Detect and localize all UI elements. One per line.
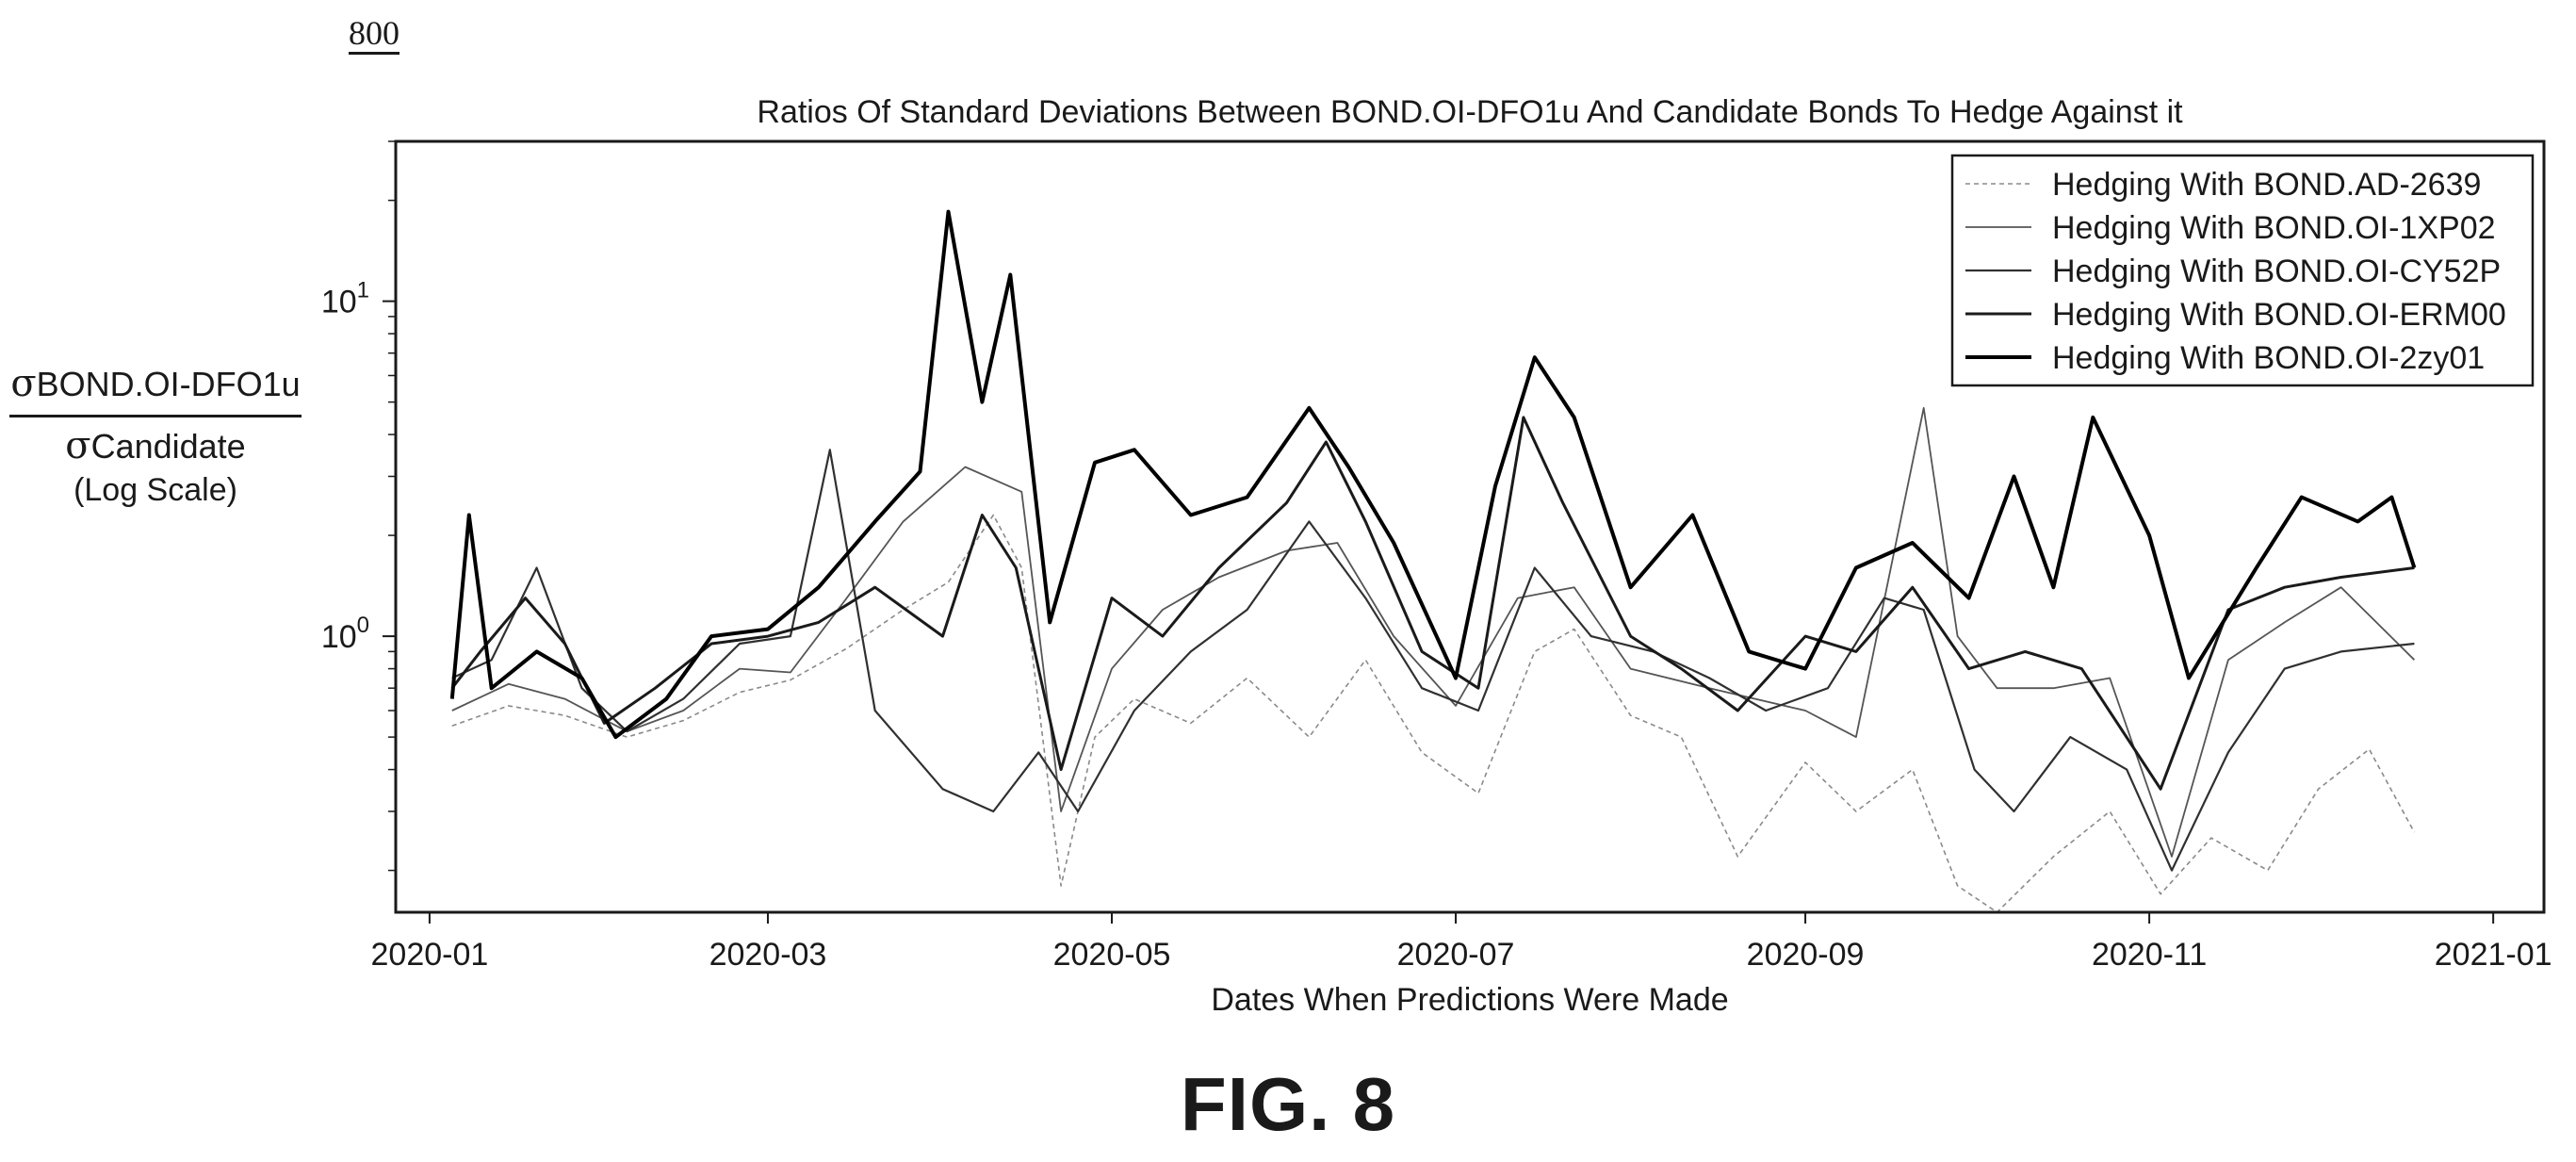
x-tick-label: 2021-01	[2435, 937, 2552, 973]
series-line-5	[449, 209, 2417, 740]
y-label-scale-note: (Log Scale)	[73, 472, 237, 508]
y-label-fraction-bar	[9, 415, 302, 417]
y-tick-label: 101	[321, 278, 369, 320]
legend-entry-label: Hedging With BOND.OI-1XP02	[2052, 210, 2496, 246]
figure-caption: FIG. 8	[1180, 1062, 1396, 1146]
legend-entry-label: Hedging With BOND.OI-CY52P	[2052, 254, 2501, 289]
legend-box	[1950, 154, 2535, 387]
x-tick-label: 2020-01	[371, 937, 489, 973]
legend-entry-label: Hedging With BOND.AD-2639	[2052, 167, 2481, 203]
y-tick-label: 100	[321, 613, 369, 655]
y-axis: 100 101	[321, 140, 396, 872]
x-tick-label: 2020-09	[1747, 937, 1865, 973]
legend-entry-label: Hedging With BOND.OI-ERM00	[2052, 297, 2506, 333]
x-axis: 2020-01 2020-03 2020-05 2020-07 2020-09 2020-…	[371, 912, 2552, 973]
y-label-denominator: σCandidate	[65, 424, 246, 467]
series-line-4	[450, 416, 2415, 791]
x-tick-label: 2020-03	[709, 937, 827, 973]
series-line-2	[451, 407, 2416, 858]
x-tick-label: 2020-07	[1397, 937, 1515, 973]
plot-marks	[449, 209, 2417, 913]
legend: Hedging With BOND.AD-2639 Hedging With BO…	[1950, 154, 2535, 387]
series-line-3	[451, 449, 2415, 872]
figure-reference-number: 800	[349, 14, 399, 52]
x-axis-label: Dates When Predictions Were Made	[1211, 982, 1729, 1018]
y-label-numerator: σBOND.OI-DFO1u	[10, 362, 301, 405]
series-line-1	[451, 514, 2416, 913]
x-tick-label: 2020-05	[1053, 937, 1171, 973]
plot-frame	[394, 139, 2546, 914]
x-tick-label: 2020-11	[2092, 937, 2207, 973]
y-axis-label: σBOND.OI-DFO1u σCandidate (Log Scale)	[9, 363, 302, 511]
legend-entry-label: Hedging With BOND.OI-2zy01	[2052, 340, 2485, 376]
chart-title: Ratios Of Standard Deviations Between BO…	[757, 94, 2183, 130]
